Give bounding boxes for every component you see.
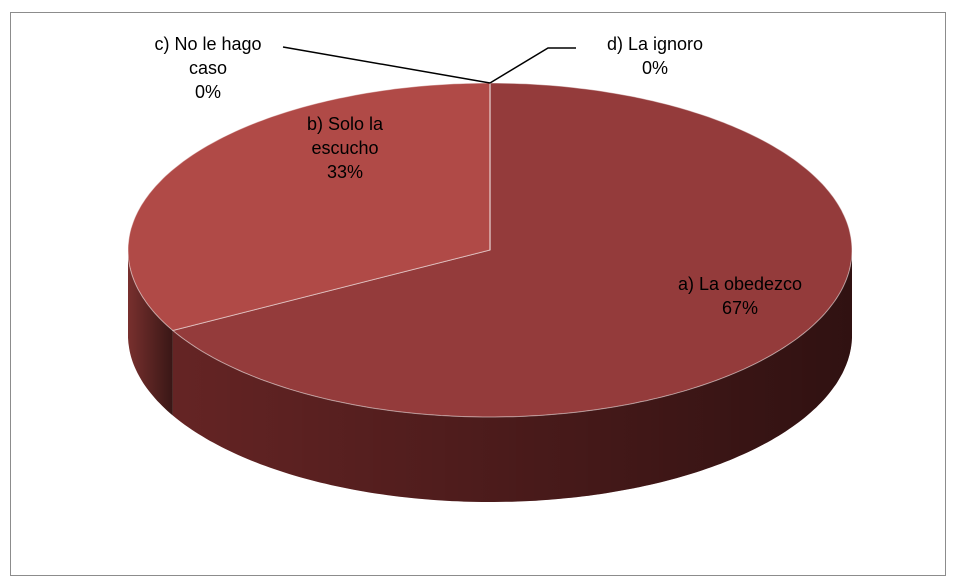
category-label: c) No le hago caso (154, 34, 262, 78)
slice-side-shade (172, 250, 853, 502)
value-label: 0% (641, 58, 669, 78)
category-label: d) La ignoro (606, 34, 704, 54)
slice (171, 82, 853, 418)
value-label: 0% (194, 82, 221, 102)
category-label: b) Solo la escucho (306, 114, 384, 158)
category-label: a) La obedezco (677, 274, 803, 294)
data-label: c) No le hago caso 0% (148, 32, 268, 104)
chart-frame (10, 12, 946, 576)
data-label: b) Solo la escucho 33% (285, 112, 405, 184)
data-label: a) La obedezco 67% (678, 272, 802, 320)
value-label: 67% (721, 298, 759, 318)
slice (127, 82, 491, 332)
leader-line (489, 47, 576, 84)
data-label: d) La ignoro 0% (607, 32, 703, 80)
leader-line (282, 46, 491, 84)
value-label: 33% (326, 162, 364, 182)
